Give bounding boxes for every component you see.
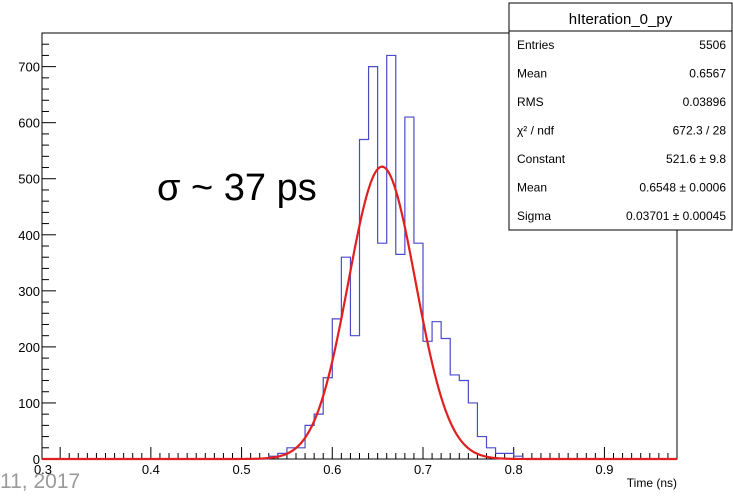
y-tick-label: 700 — [18, 60, 40, 75]
stats-row-label: χ² / ndf — [517, 124, 555, 138]
footer-date-fragment: 11, 2017 — [0, 470, 80, 493]
y-tick-label: 200 — [18, 340, 40, 355]
stats-row-value: 521.6 ± 9.8 — [666, 152, 726, 166]
y-tick-label: 0 — [33, 452, 40, 467]
x-tick-label: 0.9 — [595, 462, 613, 477]
stats-row-label: Entries — [517, 38, 554, 52]
stats-box-rows: Entries 5506 Mean 0.6567 RMS 0.03896 χ² / ndf 6… — [517, 38, 726, 223]
x-tick-label: 0.5 — [233, 462, 251, 477]
stats-box-frame — [508, 2, 733, 231]
y-tick-label: 500 — [18, 172, 40, 187]
y-tick-label: 100 — [18, 396, 40, 411]
stats-row-label: Mean — [517, 180, 547, 194]
stats-box: hIteration_0_py Entries 5506 Mean 0.6567 RMS… — [508, 2, 733, 231]
stats-row-value: 5506 — [699, 38, 726, 52]
x-tick-label: 0.8 — [505, 462, 523, 477]
x-tick-label: 0.4 — [142, 462, 160, 477]
stats-row-label: Constant — [517, 152, 566, 166]
x-tick-label: 0.7 — [414, 462, 432, 477]
stats-row-label: Mean — [517, 67, 547, 81]
stats-row-value: 0.6548 ± 0.0006 — [639, 180, 726, 194]
gaussian-fit-curve — [42, 165, 677, 461]
stats-row-value: 672.3 / 28 — [673, 124, 727, 138]
y-tick-label: 300 — [18, 284, 40, 299]
y-axis-ticks: 0 100 200 300 400 500 600 700 — [18, 43, 56, 467]
y-tick-label: 400 — [18, 228, 40, 243]
stats-row-label: RMS — [517, 95, 544, 109]
x-tick-label-partial: 0.3 — [34, 462, 52, 477]
x-axis-ticks: 0.4 0.5 0.6 0.7 0.8 0.9 — [59, 447, 669, 477]
x-tick-label: 0.6 — [323, 462, 341, 477]
stats-row-value: 0.03701 ± 0.00045 — [626, 209, 726, 223]
histogram-series — [42, 54, 677, 460]
stats-row-label: Sigma — [517, 209, 551, 223]
y-tick-label: 600 — [18, 116, 40, 131]
stats-row-value: 0.6567 — [689, 67, 726, 81]
sigma-annotation: σ ~ 37 ps — [157, 167, 317, 209]
stats-box-title: hIteration_0_py — [569, 11, 673, 28]
x-axis-title: Time (ns) — [627, 476, 677, 490]
stats-row-value: 0.03896 — [683, 95, 727, 109]
